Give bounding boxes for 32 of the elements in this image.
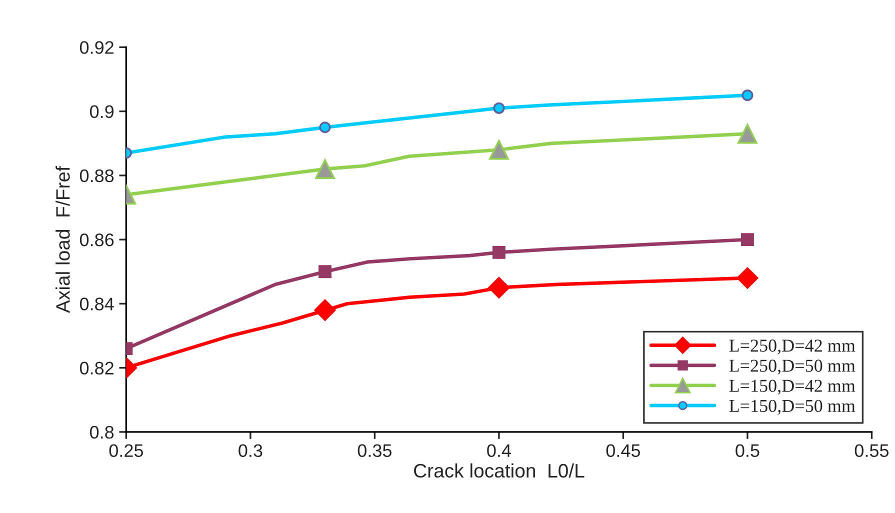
point: [492, 246, 506, 259]
point: [742, 90, 754, 102]
y-tick-label: 0.88: [80, 169, 114, 182]
y-tick-label: 0.86: [80, 234, 114, 246]
x-axis-title: Crack location L0/L: [414, 463, 584, 478]
x-tick-label: 0.45: [606, 444, 640, 458]
point: [493, 102, 505, 114]
point: [489, 140, 509, 160]
point: [738, 124, 758, 144]
y-axis-title: Axial load F/Fref: [56, 166, 70, 314]
y-tick-label: 0.84: [80, 298, 114, 310]
legend-label: L=150,D=42 mm: [729, 380, 856, 395]
y-tick-label: 0.92: [80, 41, 114, 54]
x-tick-label: 0.55: [854, 444, 889, 458]
point: [736, 267, 758, 289]
x-tick-label: 0.4: [487, 444, 511, 458]
x-tick-label: 0.5: [736, 444, 760, 458]
point: [319, 122, 331, 134]
y-tick-label: 0.9: [90, 105, 114, 118]
point: [315, 159, 335, 179]
point: [741, 233, 754, 246]
y-tick-label: 0.8: [90, 426, 114, 439]
point: [318, 265, 332, 278]
x-tick-label: 0.35: [358, 444, 392, 458]
legend-label: L=150,D=50 mm: [729, 400, 856, 415]
point: [488, 276, 510, 298]
legend-label: L=250,D=50 mm: [729, 360, 856, 374]
y-tick-label: 0.82: [80, 362, 114, 375]
legend-label: L=250,D=42 mm: [729, 340, 856, 354]
point: [314, 299, 336, 321]
x-tick-label: 0.25: [109, 444, 144, 458]
x-tick-label: 0.3: [238, 444, 262, 458]
